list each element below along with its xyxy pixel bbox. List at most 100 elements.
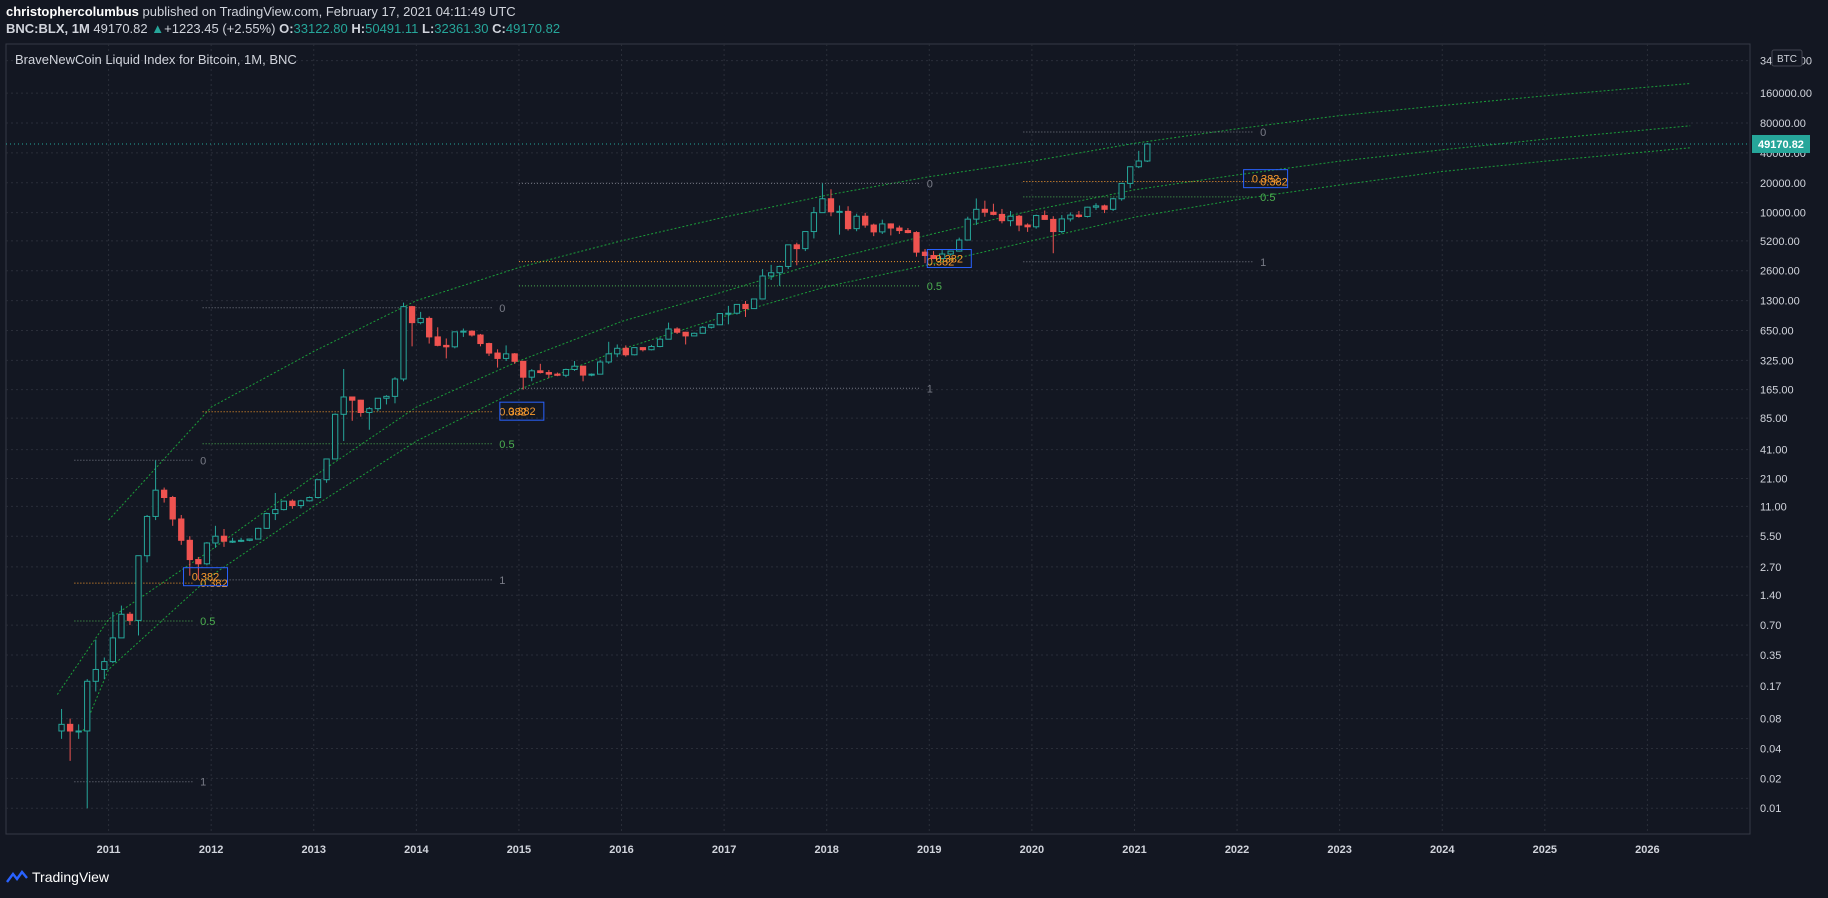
candle-body [84,680,91,732]
time-tick-label: 2015 [507,844,531,856]
candle-body [827,198,835,213]
candle-body [904,230,912,234]
open-label: O: [279,21,294,36]
price-axis[interactable]: 340000.00160000.0080000.0040000.0020000.… [1760,56,1812,816]
candle-body [306,496,313,502]
candle-body [451,331,458,348]
candle-body [152,489,159,517]
candle-body [964,218,971,241]
high-label: H: [351,21,366,36]
candle-body [981,208,989,213]
candle-body [998,213,1006,222]
highlight-box-label: 0.382 [936,254,964,266]
candle-body [656,338,664,348]
grid-lines [6,44,1750,834]
candle-body [716,313,723,326]
price-tick-label: 650.00 [1760,325,1794,337]
candle-body [844,210,852,230]
candle-body [443,344,450,348]
close-label: C: [492,21,506,36]
candle-body [477,334,484,345]
candle-body [750,298,758,310]
candle-body [528,370,535,378]
candle-body [691,332,698,337]
price-tick-label: 0.08 [1760,714,1781,726]
footer-brand: TradingView [32,869,110,885]
candle-body [725,312,732,315]
time-tick-label: 2026 [1635,844,1659,856]
candle-body [383,395,390,399]
publish-info: christophercolumbus published on Trading… [6,4,516,19]
candle-body [614,347,621,355]
candle-body [374,397,382,410]
candle-body [417,317,424,324]
low-value: 32361.30 [434,21,489,36]
candle-body [862,215,869,226]
candle-body [1067,214,1074,220]
candles[interactable] [58,142,1151,809]
candle-body [785,244,792,267]
candle-body [101,661,108,670]
highlight-box-label: 0.382 [1252,174,1280,186]
highlight-box [1243,169,1289,189]
highlight-box-label: 0.382 [192,572,220,584]
last-price-tag-label: 49170.82 [1758,139,1804,151]
author-name[interactable]: christophercolumbus [6,4,139,19]
fib-level-0382-label: 0.382 [200,578,228,590]
candle-body [195,559,202,565]
highlight-box [926,249,972,269]
fib-level-05-label: 0.5 [927,281,942,293]
currency-label: BTC [1777,54,1797,65]
open-value: 33122.80 [293,21,348,36]
time-tick-label: 2012 [199,844,223,856]
candle-body [537,370,544,374]
candle-body [639,347,647,351]
candle-body [220,535,228,542]
candle-body [366,408,373,413]
candle-body [272,509,279,515]
candle-body [75,730,82,733]
fib-level-0-label: 0 [499,303,505,315]
candle-body [1050,218,1057,233]
candle-body [178,518,185,541]
tradingview-logo[interactable]: TradingView [6,869,109,885]
candle-body [203,542,211,565]
time-tick-label: 2013 [302,844,326,856]
highlight-box [499,401,545,421]
candle-body [879,223,886,233]
candle-body [280,500,287,511]
trend-curves [56,83,1691,732]
candle-body [802,231,809,250]
time-tick-label: 2024 [1430,844,1455,856]
candle-body [1007,215,1014,222]
candle-body [930,255,937,260]
candle-body [161,489,168,498]
candle-body [135,555,142,621]
candle-body [460,330,467,333]
candle-body [853,215,860,230]
time-tick-label: 2017 [712,844,736,856]
candle-body [1024,224,1031,228]
price-tick-label: 2600.00 [1760,266,1800,278]
candle-body [938,253,946,260]
candle-body [237,539,245,542]
candle-body [562,368,570,376]
fib-level-05-label: 0.5 [499,439,514,451]
candle-body [1127,166,1134,184]
highlight-box-label: 0.382 [508,406,536,418]
candle-body [776,265,783,274]
time-axis[interactable]: 2011 2012 2013 2014 2015 2016 2017 2018 2019 2020… [97,844,1660,856]
price-tick-label: 20000.00 [1760,178,1806,190]
candle-body [588,373,595,376]
fib-level-05-label: 0.5 [200,616,215,628]
price-tick-label: 5200.00 [1760,236,1800,248]
candle-body [426,317,433,338]
candle-body [708,324,715,328]
candle-body [1058,218,1065,233]
candle-body [349,396,356,401]
candle-body [494,352,501,359]
candle-body [870,224,877,233]
time-tick-label: 2014 [404,844,429,856]
